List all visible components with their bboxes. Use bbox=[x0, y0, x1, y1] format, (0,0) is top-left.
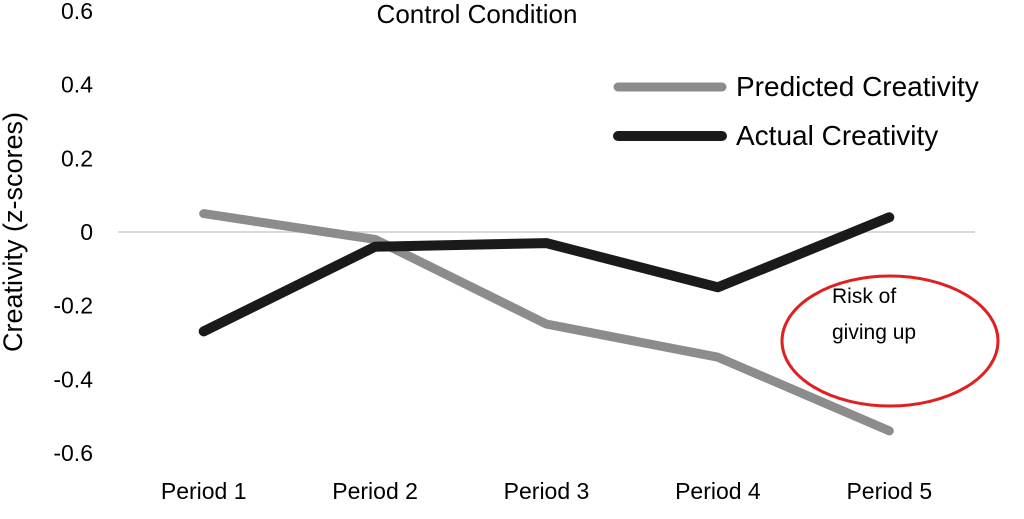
x-tick-label: Period 1 bbox=[161, 478, 247, 504]
series-line-actual bbox=[198, 212, 895, 337]
y-tick-label: -0.6 bbox=[53, 440, 93, 466]
risk-annotation-line-1: Risk of bbox=[832, 285, 896, 308]
y-tick-label: 0.4 bbox=[61, 72, 93, 98]
y-tick-label: 0 bbox=[80, 219, 93, 245]
x-tick-label: Period 2 bbox=[332, 478, 418, 504]
x-axis-ticks: Period 1 Period 2 Period 3 Period 4 Period 5 bbox=[161, 478, 932, 504]
y-tick-label: -0.4 bbox=[53, 366, 93, 392]
y-axis-label: Creativity (z-scores) bbox=[0, 112, 28, 352]
x-tick-label: Period 5 bbox=[846, 478, 932, 504]
series-lines bbox=[198, 209, 895, 436]
risk-annotation-line-2: giving up bbox=[832, 321, 916, 344]
y-tick-label: 0.6 bbox=[61, 0, 93, 24]
y-tick-label: -0.2 bbox=[53, 293, 93, 319]
risk-annotation: Risk of giving up bbox=[780, 274, 1000, 408]
legend-label-predicted: Predicted Creativity bbox=[736, 71, 979, 102]
x-tick-label: Period 4 bbox=[675, 478, 761, 504]
series-line-predicted bbox=[199, 209, 894, 436]
risk-ellipse bbox=[780, 274, 1000, 408]
y-tick-label: 0.2 bbox=[61, 145, 93, 171]
legend-label-actual: Actual Creativity bbox=[736, 120, 938, 151]
chart-title: Control Condition bbox=[377, 0, 578, 29]
y-axis-ticks: 0.6 0.4 0.2 0 -0.2 -0.4 -0.6 bbox=[53, 0, 93, 466]
legend: Predicted Creativity Actual Creativity bbox=[613, 71, 979, 151]
x-tick-label: Period 3 bbox=[504, 478, 590, 504]
